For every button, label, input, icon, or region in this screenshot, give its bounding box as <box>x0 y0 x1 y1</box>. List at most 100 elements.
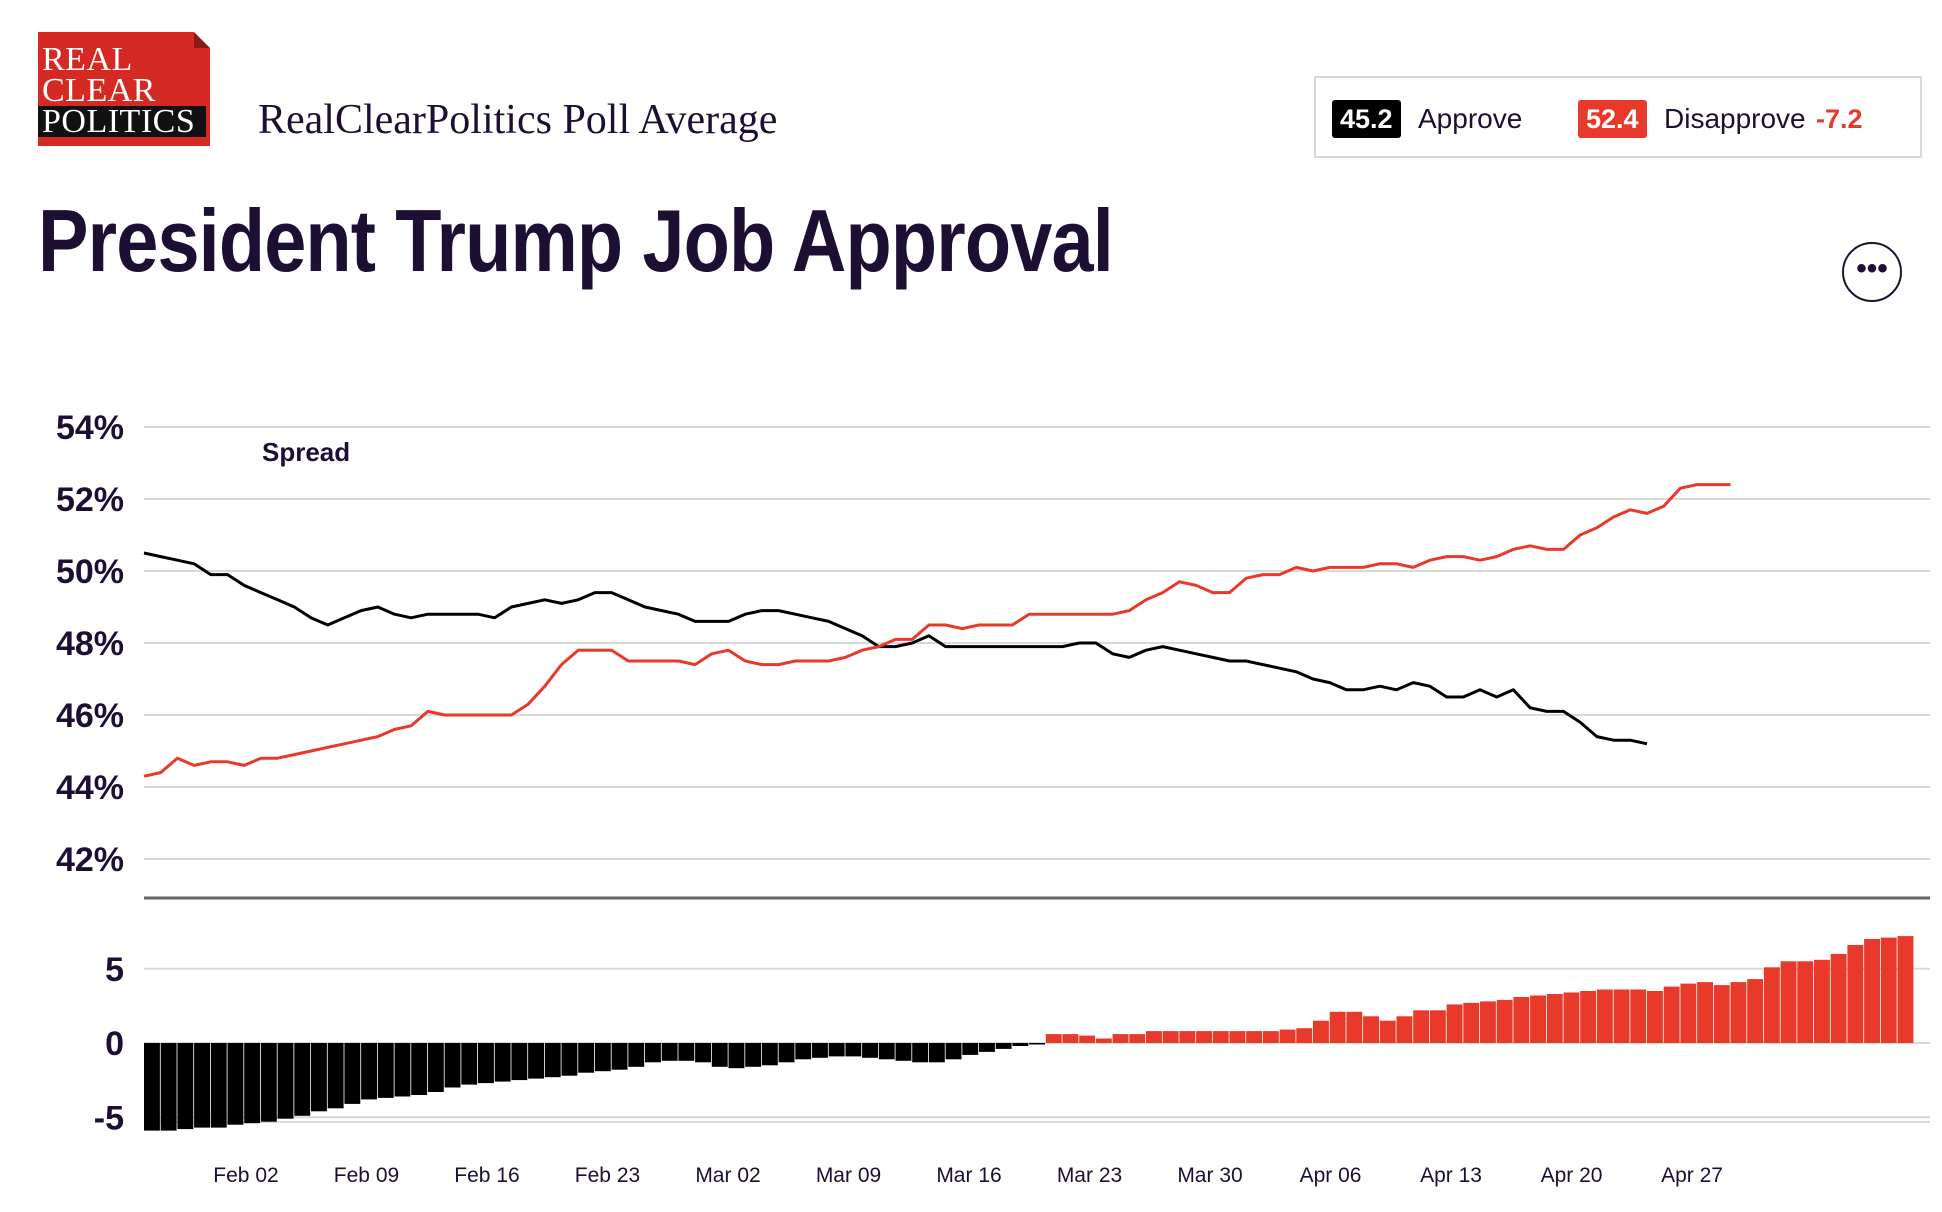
spread-bar <box>1480 1001 1496 1043</box>
spread-bar <box>1864 939 1880 1043</box>
spread-bar <box>1229 1031 1246 1043</box>
spread-bar <box>210 1043 227 1128</box>
y-tick-label: 46% <box>56 697 124 735</box>
spread-bar <box>511 1043 528 1081</box>
rcp-logo: REAL CLEAR POLITICS <box>38 32 210 146</box>
spread-bar <box>260 1043 277 1122</box>
spread-bar <box>1680 983 1697 1043</box>
spread-bar <box>1346 1011 1363 1043</box>
spread-bar <box>327 1043 344 1109</box>
spread-bar <box>461 1043 478 1085</box>
spread-bar <box>361 1043 377 1100</box>
x-tick-label: Mar 16 <box>936 1164 1001 1187</box>
spread-bar <box>311 1043 327 1112</box>
spread-bar <box>1630 989 1647 1043</box>
x-tick-label: Mar 30 <box>1177 1164 1242 1187</box>
spread-bar <box>1262 1031 1279 1043</box>
spread-bar <box>1530 995 1546 1043</box>
more-horizontal-icon: ••• <box>1856 252 1888 285</box>
spread-bar <box>594 1043 611 1072</box>
spread-bar <box>1613 989 1630 1043</box>
y-tick-label: 42% <box>56 841 124 879</box>
spread-bar <box>1413 1010 1430 1043</box>
spread-bar <box>1713 985 1730 1043</box>
spread-bar <box>227 1043 244 1125</box>
spread-bar <box>528 1043 544 1079</box>
spread-bar <box>1596 989 1613 1043</box>
spread-bar <box>1146 1031 1162 1043</box>
spread-bar <box>277 1043 294 1119</box>
x-tick-label: Feb 23 <box>575 1164 640 1187</box>
spread-value: -7.2 <box>1816 104 1863 134</box>
spread-bar <box>1029 1043 1045 1045</box>
approve-label: Approve <box>1418 103 1523 134</box>
legend-box: 45.2 Approve 52.4 Disapprove -7.2 <box>1314 76 1922 158</box>
spread-bar <box>194 1043 210 1128</box>
spread-bar <box>979 1043 995 1052</box>
spread-bar <box>862 1043 878 1058</box>
spread-label: Spread <box>262 437 350 467</box>
spread-bar <box>1196 1031 1212 1043</box>
spread-bar <box>177 1043 194 1130</box>
spread-bar <box>394 1043 411 1097</box>
y-tick-label: 44% <box>56 769 124 807</box>
y-tick-label: 48% <box>56 625 124 663</box>
spread-bar <box>661 1043 678 1061</box>
spread-bar <box>1780 961 1797 1043</box>
spread-bar <box>1580 991 1597 1043</box>
spread-bar <box>1045 1034 1062 1043</box>
x-tick-label: Feb 16 <box>454 1164 519 1187</box>
spread-bar <box>1095 1038 1112 1043</box>
spread-bar <box>244 1043 261 1124</box>
spread-bar <box>444 1043 461 1088</box>
spread-bar <box>160 1043 177 1131</box>
spread-bar <box>1797 961 1814 1043</box>
spread-bar <box>544 1043 561 1078</box>
spread-bar <box>344 1043 361 1104</box>
spread-bar <box>494 1043 511 1082</box>
spread-bar <box>995 1043 1012 1049</box>
x-tick-label: Apr 27 <box>1661 1164 1723 1187</box>
spread-bar <box>878 1043 895 1060</box>
spread-bar <box>1313 1020 1329 1043</box>
spread-bar <box>745 1043 762 1067</box>
approve-value-badge: 45.2 <box>1332 100 1401 138</box>
spread-bar <box>1496 999 1513 1043</box>
spread-bar <box>1730 982 1747 1043</box>
y-tick-label: 54% <box>56 409 124 447</box>
spread-bar <box>1814 959 1830 1043</box>
logo-line-clear: CLEAR <box>42 72 156 109</box>
spread-bar <box>1647 991 1663 1043</box>
y-tick-label: 52% <box>56 481 124 519</box>
disapprove-value-badge: 52.4 <box>1578 100 1647 138</box>
spread-bar <box>561 1043 578 1076</box>
spread-bar <box>912 1043 929 1063</box>
spread-bar <box>294 1043 311 1116</box>
spread-bar <box>478 1043 494 1084</box>
spread-tick-label: 5 <box>105 951 124 989</box>
spread-bar <box>1747 979 1764 1043</box>
spread-bar <box>962 1043 979 1055</box>
page-title: President Trump Job Approval <box>38 191 1114 290</box>
spread-bar <box>1563 992 1580 1043</box>
spread-bar <box>1546 994 1563 1043</box>
spread-bar <box>1012 1043 1029 1046</box>
spread-bar <box>828 1043 845 1057</box>
spread-bar <box>795 1043 812 1060</box>
spread-tick-label: -5 <box>94 1099 124 1137</box>
spread-bar <box>695 1043 711 1063</box>
spread-bar <box>1112 1034 1129 1043</box>
spread-bar <box>578 1043 595 1073</box>
spread-bar <box>1329 1011 1346 1043</box>
spread-bar <box>845 1043 862 1057</box>
spread-bar <box>1079 1035 1096 1043</box>
spread-bar <box>1162 1031 1179 1043</box>
spread-tick-label: 0 <box>105 1025 124 1063</box>
logo-line-real: REAL <box>42 41 133 78</box>
spread-bar <box>1379 1020 1396 1043</box>
x-tick-label: Feb 09 <box>334 1164 399 1187</box>
spread-bar <box>812 1043 828 1058</box>
more-options-button[interactable]: ••• <box>1842 242 1902 302</box>
spread-bar <box>761 1043 778 1066</box>
spread-bar <box>1830 953 1847 1043</box>
